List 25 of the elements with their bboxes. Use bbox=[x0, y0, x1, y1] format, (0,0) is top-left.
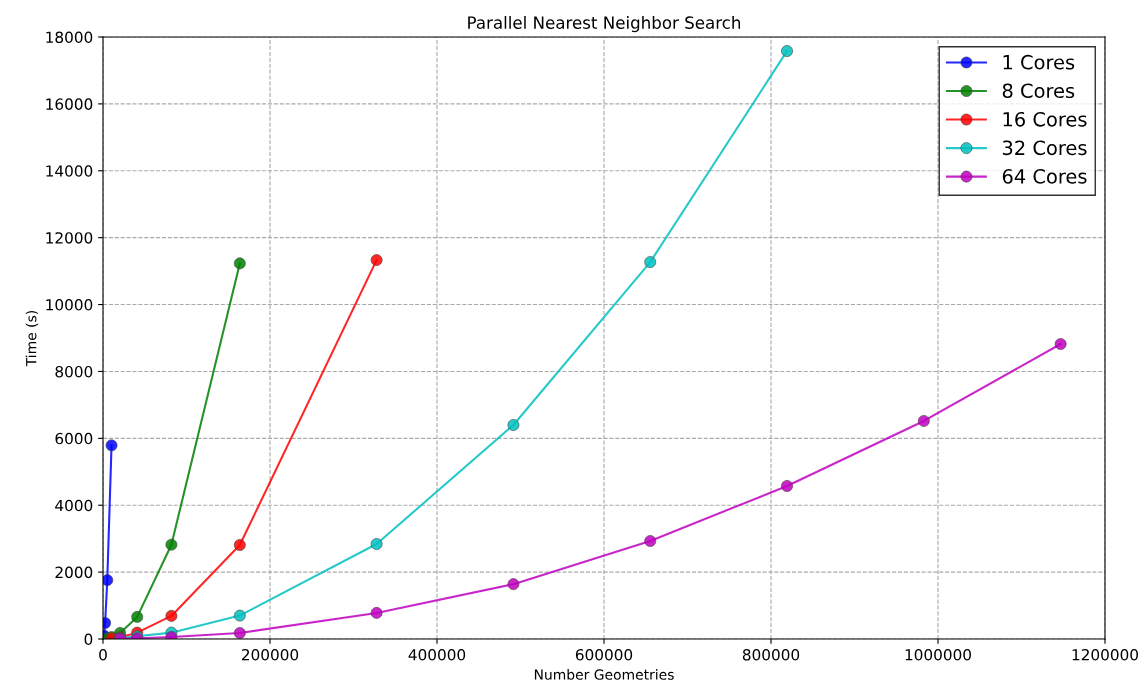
legend-label: 32 Cores bbox=[1002, 140, 1087, 156]
y-tick-label: 14000 bbox=[46, 165, 93, 177]
y-tick-label: 2000 bbox=[55, 566, 93, 579]
legend-label: 64 Cores bbox=[1002, 169, 1087, 184]
legend-label: 1 Cores bbox=[1003, 54, 1075, 70]
legend-label: 8 Cores bbox=[1002, 83, 1075, 99]
y-tick-label: 18000 bbox=[46, 31, 93, 44]
y-axis-title: Time (s) bbox=[25, 310, 39, 367]
y-tick-label: 16000 bbox=[46, 98, 93, 110]
y-tick-label: 12000 bbox=[46, 232, 93, 244]
chart-title: Parallel Nearest Neighbor Search bbox=[468, 16, 741, 33]
y-tick-label: 10000 bbox=[46, 299, 93, 311]
legend-label: 16 Cores bbox=[1003, 111, 1087, 127]
y-tick-label: 0 bbox=[84, 633, 93, 646]
x-tick-label: 1200000 bbox=[1072, 648, 1139, 661]
y-tick-label: 8000 bbox=[55, 365, 93, 378]
y-tick-label: 6000 bbox=[55, 432, 93, 445]
x-tick-label: 800000 bbox=[742, 648, 800, 661]
x-axis-title: Number Geometries bbox=[534, 669, 674, 680]
x-tick-label: 400000 bbox=[408, 648, 466, 661]
y-tick-label: 4000 bbox=[55, 499, 93, 512]
x-tick-label: 200000 bbox=[241, 648, 299, 661]
x-tick-label: 600000 bbox=[575, 648, 633, 661]
x-tick-label: 0 bbox=[99, 648, 107, 661]
x-tick-label: 1000000 bbox=[905, 648, 972, 661]
